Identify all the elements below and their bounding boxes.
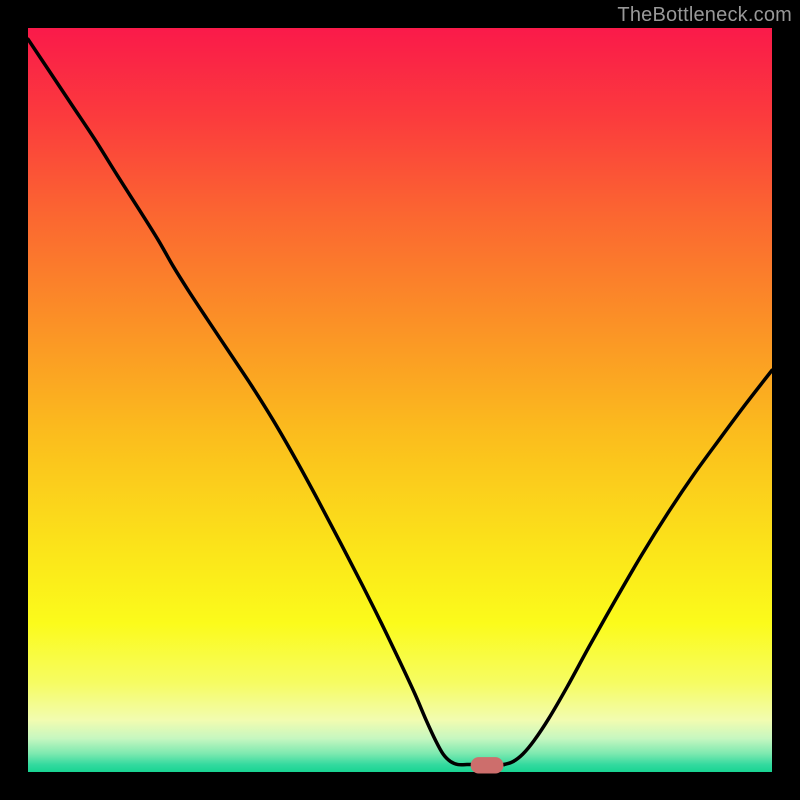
bottleneck-marker xyxy=(471,757,504,773)
watermark-text: TheBottleneck.com xyxy=(617,4,792,27)
bottleneck-chart xyxy=(0,0,800,800)
chart-frame: TheBottleneck.com xyxy=(0,0,800,800)
